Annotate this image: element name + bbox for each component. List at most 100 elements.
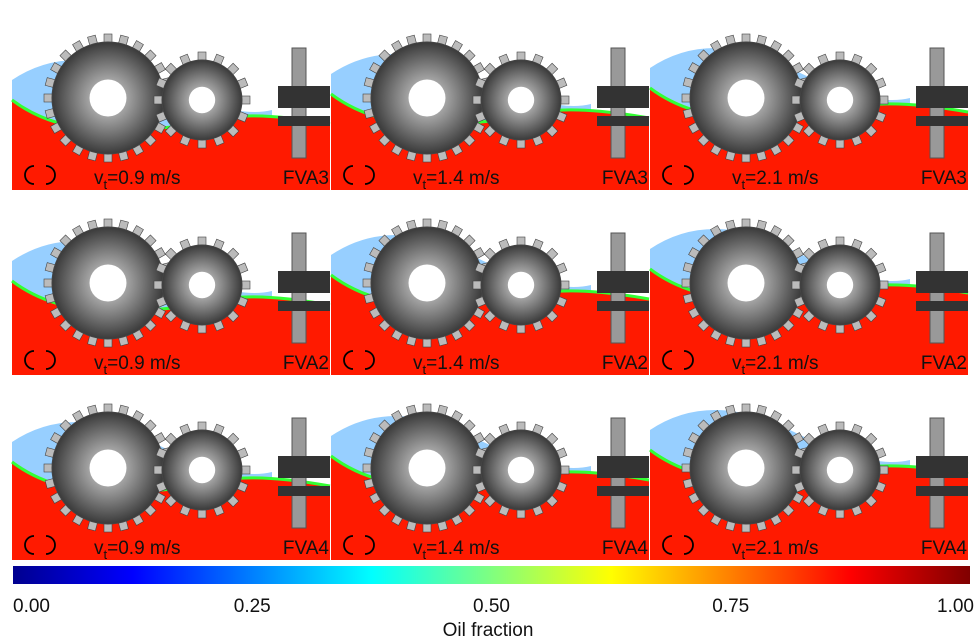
oil-label: FVA2 [921, 353, 967, 374]
velocity-label: vt=1.4 m/s [413, 538, 500, 562]
velocity-symbol: v [94, 353, 104, 374]
velocity-value: =0.9 m/s [107, 538, 180, 559]
colorbar-tick-label: 0.75 [712, 596, 749, 617]
velocity-subscript: t [104, 547, 108, 562]
rotation-icon [343, 350, 375, 370]
velocity-label: vt=1.4 m/s [413, 168, 500, 192]
velocity-subscript: t [104, 362, 108, 377]
velocity-symbol: v [732, 168, 742, 189]
gear-bore [408, 79, 446, 117]
rotation-icon [24, 535, 56, 555]
velocity-value: =1.4 m/s [426, 538, 499, 559]
velocity-label: vt=1.4 m/s [413, 353, 500, 377]
side-shaft [916, 486, 968, 496]
rotation-icon [662, 350, 694, 370]
rotation-icon [662, 535, 694, 555]
side-shaft [597, 271, 649, 293]
gear-bore [507, 456, 535, 484]
oil-pool [331, 456, 649, 560]
velocity-symbol: v [94, 538, 104, 559]
side-shaft [597, 456, 649, 478]
oil-label: FVA3 [921, 168, 967, 189]
panel: vt=0.9 m/s FVA3 [11, 8, 331, 192]
colorbar-tick-label: 0.00 [13, 596, 50, 617]
side-shaft [278, 86, 330, 108]
velocity-value: =2.1 m/s [745, 353, 818, 374]
gear-bore [727, 449, 765, 487]
velocity-symbol: v [413, 168, 423, 189]
panel: vt=1.4 m/s FVA3 [330, 8, 650, 192]
side-shaft [597, 301, 649, 311]
velocity-subscript: t [423, 362, 427, 377]
oil-pool [12, 281, 330, 375]
velocity-subscript: t [742, 362, 746, 377]
velocity-subscript: t [742, 547, 746, 562]
side-shaft [916, 301, 968, 311]
velocity-symbol: v [732, 353, 742, 374]
panel: vt=0.9 m/s FVA2 [11, 193, 331, 377]
velocity-value: =1.4 m/s [426, 353, 499, 374]
panel: vt=0.9 m/s FVA4 [11, 378, 331, 562]
side-shaft [597, 86, 649, 108]
oil-pool [650, 88, 968, 190]
velocity-symbol: v [413, 353, 423, 374]
velocity-subscript: t [423, 177, 427, 192]
gear-bore [89, 264, 127, 302]
panel: vt=2.1 m/s FVA4 [649, 378, 969, 562]
side-shaft [278, 456, 330, 478]
velocity-subscript: t [423, 547, 427, 562]
velocity-label: vt=2.1 m/s [732, 168, 819, 192]
oil-label: FVA4 [602, 538, 649, 559]
velocity-subscript: t [742, 177, 746, 192]
side-shaft [916, 271, 968, 293]
side-shaft [278, 486, 330, 496]
velocity-value: =2.1 m/s [745, 168, 818, 189]
velocity-value: =0.9 m/s [107, 353, 180, 374]
gear-bore [408, 449, 446, 487]
panel: vt=2.1 m/s FVA3 [649, 8, 969, 192]
gear-bore [727, 79, 765, 117]
oil-label: FVA3 [602, 168, 648, 189]
velocity-symbol: v [732, 538, 742, 559]
velocity-value: =2.1 m/s [745, 538, 818, 559]
oil-label: FVA3 [283, 168, 329, 189]
gear-bore [507, 86, 535, 114]
oil-pool [12, 100, 330, 190]
gear-bore [188, 271, 216, 299]
gear-bore [826, 271, 854, 299]
gear-bore [188, 456, 216, 484]
gear-bore [408, 264, 446, 302]
rotation-icon [662, 165, 694, 185]
velocity-value: =1.4 m/s [426, 168, 499, 189]
colorbar-tick-label: 1.00 [937, 596, 974, 617]
side-shaft [916, 456, 968, 478]
rotation-icon [343, 165, 375, 185]
side-shaft [597, 116, 649, 126]
side-shaft [278, 301, 330, 311]
side-shaft [916, 116, 968, 126]
gear-bore [727, 264, 765, 302]
velocity-subscript: t [104, 177, 108, 192]
side-shaft [278, 116, 330, 126]
gear-bore [826, 456, 854, 484]
oil-edge [11, 98, 331, 132]
oil-label: FVA2 [283, 353, 329, 374]
rotation-icon [24, 165, 56, 185]
side-shaft [278, 271, 330, 293]
side-shaft [916, 86, 968, 108]
gear-bore [89, 79, 127, 117]
oil-pool [331, 94, 649, 190]
panel: vt=2.1 m/s FVA2 [649, 193, 969, 377]
velocity-symbol: v [94, 168, 104, 189]
panel: vt=1.4 m/s FVA4 [330, 378, 650, 562]
oil-label: FVA4 [921, 538, 968, 559]
gear-bore [826, 86, 854, 114]
velocity-label: vt=0.9 m/s [94, 353, 181, 377]
rotation-icon [343, 535, 375, 555]
oil-label: FVA4 [283, 538, 330, 559]
velocity-label: vt=0.9 m/s [94, 538, 181, 562]
colorbar-label: Oil fraction [443, 620, 534, 641]
velocity-label: vt=2.1 m/s [732, 538, 819, 562]
velocity-symbol: v [413, 538, 423, 559]
